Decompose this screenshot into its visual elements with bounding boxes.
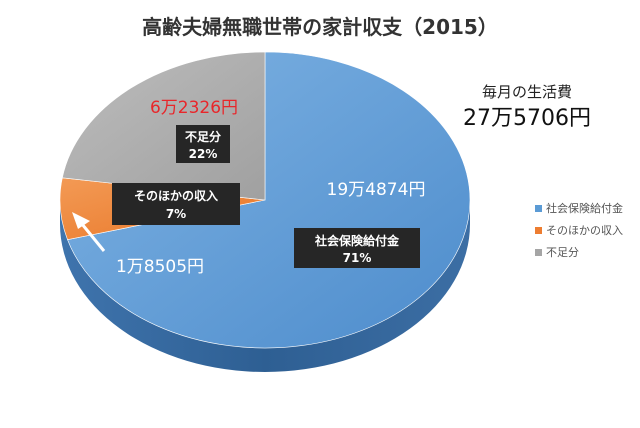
chart-title: 高齢夫婦無職世帯の家計収支（2015） (142, 15, 498, 39)
annotation-label: 毎月の生活費 (482, 83, 572, 101)
category-label-social-insurance: 社会保険給付金 (314, 233, 400, 248)
value-label-shortfall: 6万2326円 (150, 98, 238, 118)
pointer-arrow (72, 212, 106, 252)
legend-swatch-shortfall (535, 249, 542, 256)
category-label-other-income: そのほかの収入 (134, 189, 218, 203)
pie-slice-shortfall (61, 51, 266, 201)
legend-label-social-insurance: 社会保険給付金 (546, 201, 623, 215)
percent-label-social-insurance: 71% (343, 251, 372, 265)
pie-side-wall (60, 200, 470, 372)
value-label-social-insurance: 19万4874円 (327, 180, 426, 200)
pie-slice-social-insurance (67, 51, 471, 349)
percent-label-other-income: 7% (166, 207, 186, 221)
annotation-value: 27万5706円 (463, 106, 591, 131)
legend-label-other-income: そのほかの収入 (546, 224, 623, 237)
percent-box-shortfall: 不足分 22% (176, 125, 230, 163)
percent-label-shortfall: 22% (189, 147, 218, 161)
percent-box-other-income: そのほかの収入 7% (112, 183, 240, 225)
legend-swatch-social-insurance (535, 205, 542, 212)
percent-box-social-insurance: 社会保険給付金 71% (294, 228, 420, 268)
legend-label-shortfall: 不足分 (546, 246, 579, 259)
category-label-shortfall: 不足分 (185, 129, 221, 144)
value-label-other-income: 1万8505円 (116, 257, 204, 277)
legend-swatch-other-income (535, 227, 542, 234)
